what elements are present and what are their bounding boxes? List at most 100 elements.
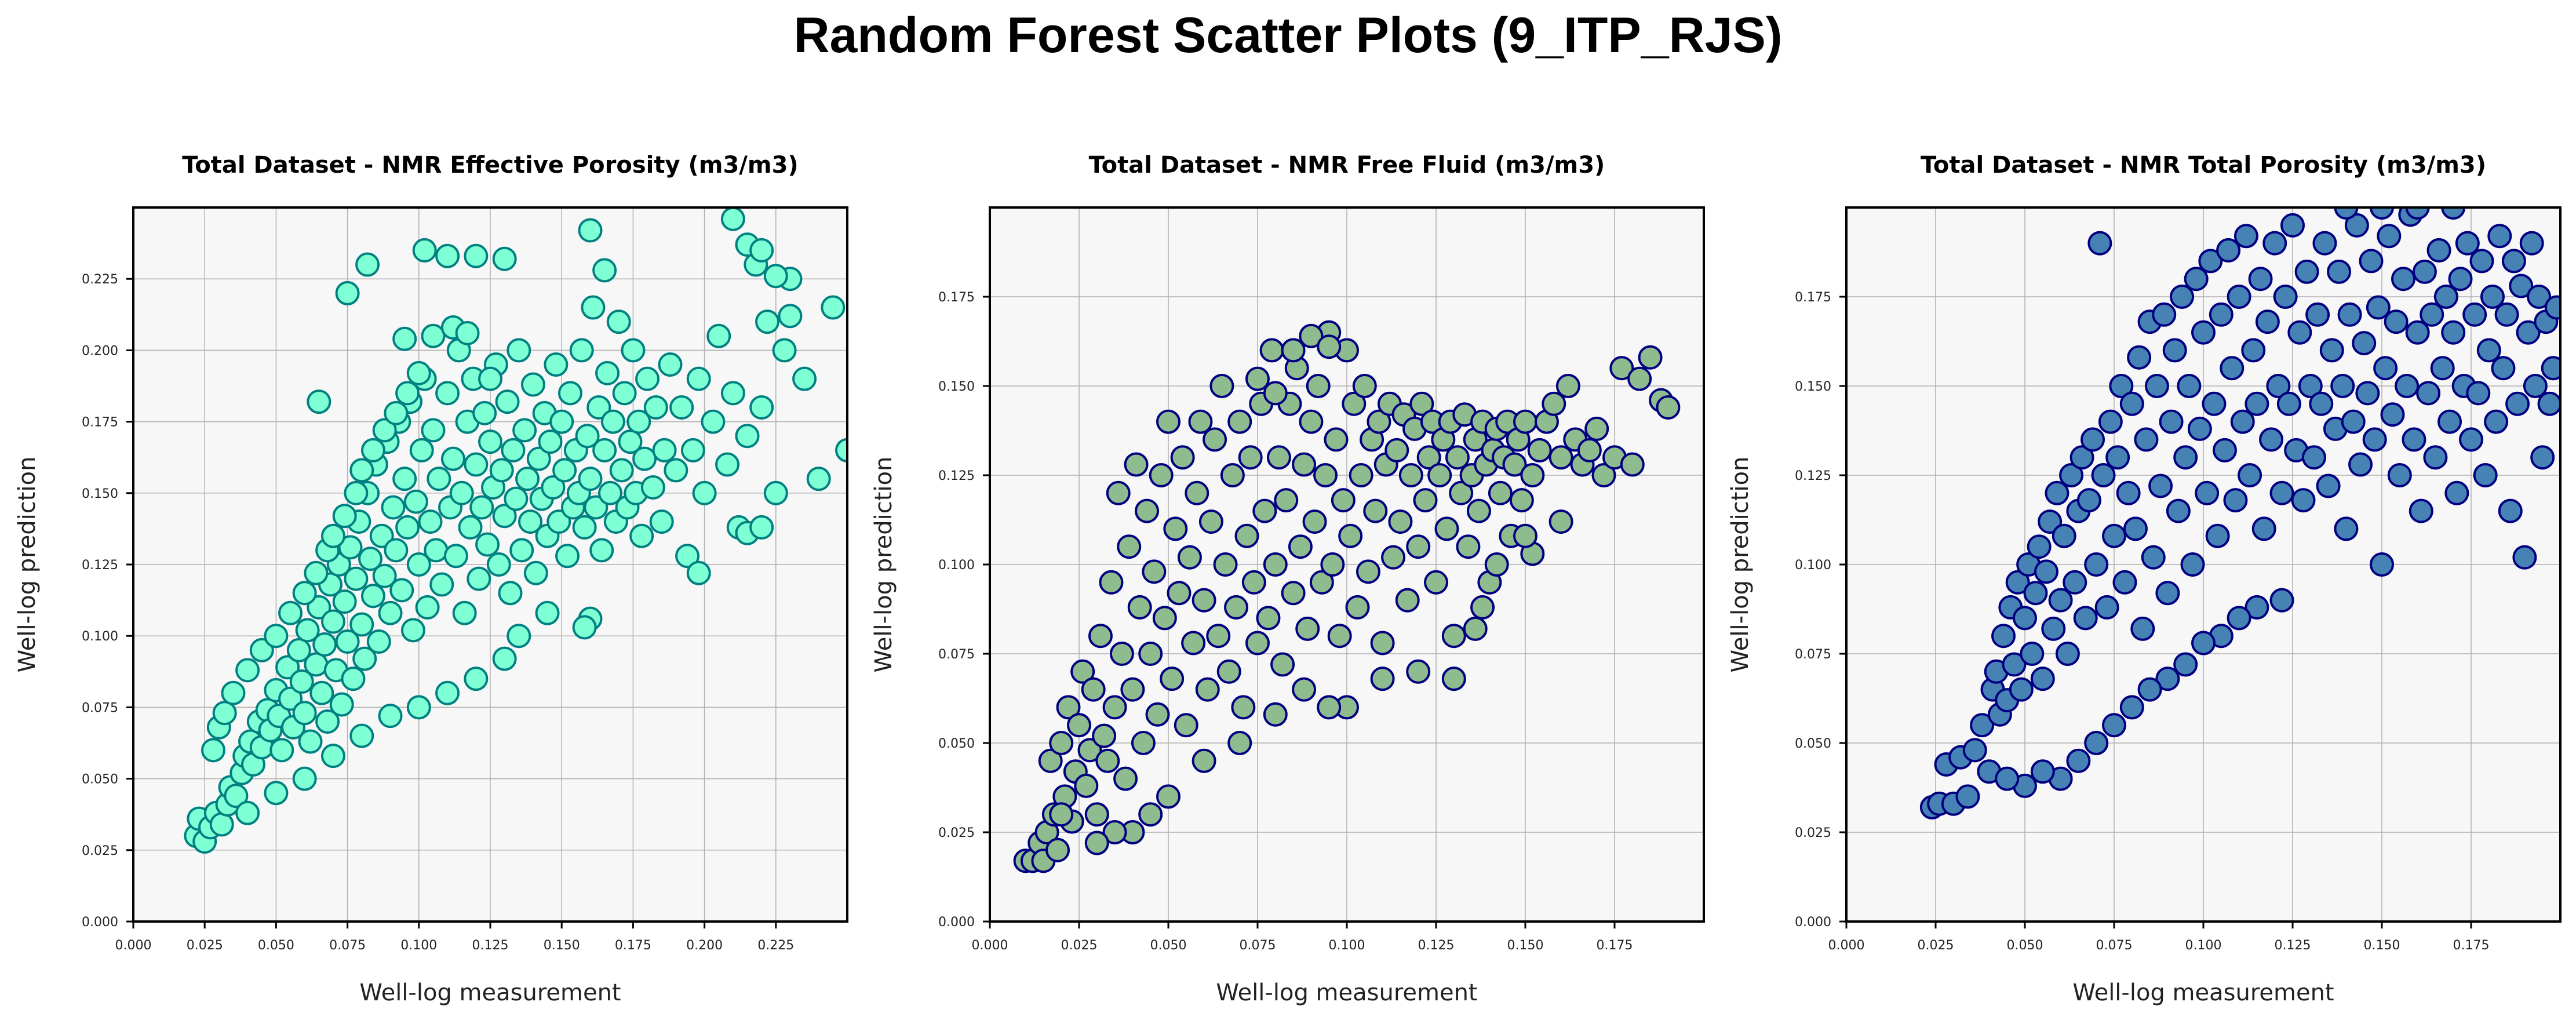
scatter-point <box>763 264 788 289</box>
scatter-point <box>489 458 514 483</box>
scatter-point <box>472 400 497 425</box>
scatter-point <box>452 600 477 625</box>
scatter-point <box>289 669 314 694</box>
scatter-point <box>440 446 465 471</box>
scatter-point <box>304 652 329 677</box>
scatter-point <box>749 238 774 263</box>
scatter-point <box>349 612 374 637</box>
scatter-point <box>309 680 334 705</box>
scatter-point <box>335 281 360 305</box>
scatter-point <box>395 515 420 540</box>
scatter-point <box>360 584 385 609</box>
x-tick-label: 0.125 <box>472 938 509 953</box>
scatter-point <box>578 467 603 491</box>
scatter-point <box>415 595 440 620</box>
scatter-point <box>664 458 688 483</box>
scatter-point <box>212 701 237 726</box>
scatter-point <box>464 667 489 691</box>
x-tick-label: 0.175 <box>615 938 651 953</box>
scatter-point <box>349 723 374 748</box>
scatter-point <box>507 338 531 363</box>
scatter-point <box>458 515 483 540</box>
scatter-point <box>735 424 760 449</box>
scatter-point <box>749 395 774 420</box>
scatter-point <box>523 560 548 585</box>
scatter-point <box>295 618 320 643</box>
scatter-point <box>578 218 603 243</box>
scatter-point <box>504 486 529 511</box>
scatter-point <box>806 467 831 491</box>
scatter-point <box>381 495 406 520</box>
scatter-point <box>575 424 600 449</box>
y-tick-label: 0.125 <box>82 558 118 573</box>
scatter-point <box>235 658 260 683</box>
scatter-point <box>549 409 574 434</box>
scatter-point <box>249 638 274 662</box>
scatter-point <box>581 295 606 320</box>
scatter-point <box>544 352 569 377</box>
scatter-point <box>320 609 345 634</box>
scatter-point <box>469 495 494 520</box>
scatter-point <box>403 489 428 514</box>
y-tick-label: 0.175 <box>82 416 118 430</box>
scatter-point <box>412 238 437 263</box>
scatter-point <box>209 812 234 837</box>
scatter-point <box>772 338 797 363</box>
scatter-point <box>332 589 357 614</box>
scatter-point <box>538 429 563 454</box>
scatter-point <box>495 389 520 414</box>
scatter-point <box>558 381 582 406</box>
scatter-points <box>184 207 847 854</box>
scatter-point <box>221 680 246 705</box>
scatter-point <box>312 632 337 657</box>
y-tick-label: 0.000 <box>82 915 118 930</box>
subplot-title: Total Dataset - NMR Effective Porosity (… <box>182 152 798 179</box>
scatter-point <box>569 338 594 363</box>
scatter-point <box>555 544 580 569</box>
scatter-point <box>592 258 617 283</box>
scatter-point <box>518 509 542 534</box>
scatter-point <box>372 418 397 443</box>
scatter-point <box>427 467 451 491</box>
y-tick-label: 0.200 <box>82 344 118 358</box>
scatter-point <box>435 243 460 268</box>
scatter-point <box>392 467 417 491</box>
scatter-point <box>435 381 460 406</box>
scatter-point <box>572 515 597 540</box>
scatter-point <box>658 352 683 377</box>
x-tick-label: 0.075 <box>329 938 366 953</box>
scatter-point <box>372 563 397 588</box>
scatter-point <box>366 629 391 654</box>
scatter-point <box>421 418 446 443</box>
y-tick-label: 0.150 <box>82 487 118 501</box>
x-tick-label: 0.025 <box>187 938 223 953</box>
scatter-point <box>763 480 788 505</box>
scatter-point <box>467 566 491 591</box>
scatter-point <box>298 729 323 754</box>
scatter-point <box>512 418 537 443</box>
scatter-point <box>378 704 403 729</box>
scatter-point <box>464 452 489 477</box>
x-tick-label: 0.225 <box>757 938 794 953</box>
scatter-point <box>335 629 360 654</box>
scatter-point <box>329 692 354 717</box>
scatter-point <box>475 532 500 557</box>
scatter-point <box>424 538 449 563</box>
scatter-point <box>409 438 434 462</box>
scatter-point <box>286 638 311 662</box>
scatter-point <box>778 304 803 329</box>
scatter-point <box>600 409 625 434</box>
scatter-point <box>498 581 523 606</box>
scatter-point <box>669 395 694 420</box>
scatter-point <box>640 475 665 500</box>
scatter-point <box>400 618 425 643</box>
scatter-point <box>701 409 726 434</box>
scatter-point <box>526 446 551 471</box>
scatter-point <box>320 744 345 769</box>
scatter-point <box>369 523 394 548</box>
scatter-point <box>535 600 560 625</box>
x-tick-label: 0.150 <box>544 938 580 953</box>
scatter-point <box>292 766 317 791</box>
scatter-point <box>792 366 817 391</box>
